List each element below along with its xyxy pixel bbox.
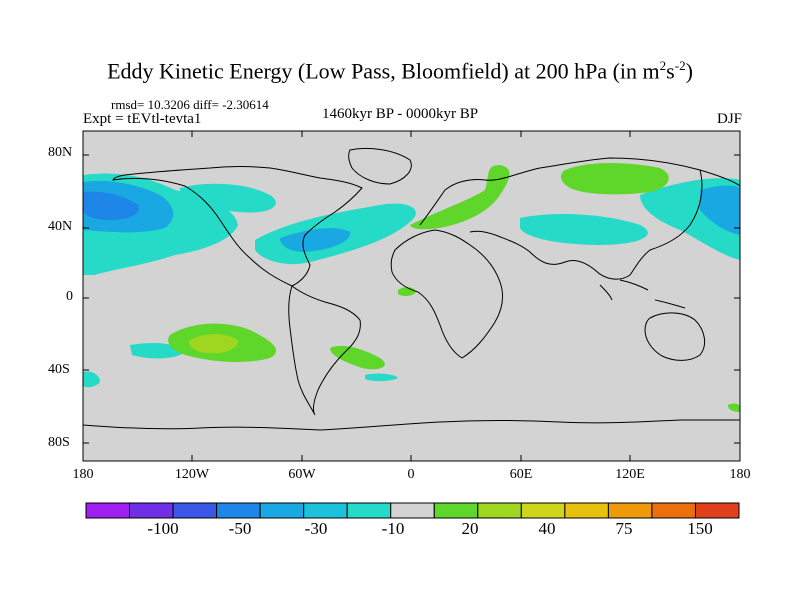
coastline-south-america	[288, 285, 361, 416]
colorbar-swatch	[129, 502, 174, 519]
coastline-north-america	[112, 166, 363, 287]
anomaly-field-north-pacific-east	[180, 183, 276, 213]
plot-title: Eddy Kinetic Energy (Low Pass, Bloomfiel…	[107, 58, 693, 84]
x-tick-label: 180	[72, 467, 94, 482]
x-tick-label: 60E	[509, 467, 533, 482]
x-tick-label: 60W	[288, 467, 316, 482]
colorbar-label: -10	[381, 519, 405, 538]
colorbar-label: 75	[615, 519, 633, 538]
colorbar	[85, 502, 740, 519]
colorbar-label: 40	[538, 519, 556, 538]
colorbar-label: -100	[147, 519, 179, 538]
colorbar-swatch	[651, 502, 696, 519]
anomaly-field-northeast-asia-core	[700, 185, 740, 235]
coastline-africa-europe	[390, 229, 503, 359]
colorbar-label: 150	[687, 519, 713, 538]
coastlines	[83, 147, 740, 431]
anomaly-field-north-atlantic-core	[280, 228, 351, 252]
anomaly-field-north-pacific-west-inner	[83, 191, 139, 220]
colorbar-swatch	[85, 502, 131, 519]
colorbar-swatch	[694, 502, 740, 519]
anomaly-fields	[83, 163, 740, 412]
colorbar-swatch	[607, 502, 653, 519]
coastline-eurasia	[419, 157, 740, 280]
anomaly-field-arabian-sea	[520, 214, 648, 245]
coastline-southeast-asia-islands	[599, 279, 686, 309]
anomaly-field-southern-ocean-center	[365, 373, 398, 382]
colorbar-swatch	[216, 502, 261, 519]
colorbar-swatch	[172, 502, 218, 519]
colorbar-swatch	[346, 502, 392, 519]
colorbar-swatch	[477, 502, 522, 519]
coastline-antarctica	[83, 419, 740, 431]
colorbar-swatch	[303, 502, 348, 519]
anomaly-field-indian-ocean-east	[728, 403, 740, 412]
anomaly-field-south-atlantic	[330, 345, 385, 370]
colorbar-label: -50	[228, 519, 252, 538]
colorbar-swatch	[390, 502, 435, 519]
stats-text: rmsd= 10.3206 diff= -2.30614	[111, 97, 269, 112]
experiment-label: Expt = tEVtl-tevta1	[83, 111, 202, 127]
colorbar-swatch	[564, 502, 609, 519]
anomaly-field-southern-ocean-west	[83, 371, 100, 388]
x-tick-label: 180	[729, 467, 751, 482]
coastline-australia	[644, 312, 706, 361]
y-tick-label: 80N	[48, 145, 73, 160]
axis-ticks	[83, 131, 740, 461]
anomaly-field-south-pacific-core	[189, 334, 239, 354]
colorbar-swatch	[433, 502, 479, 519]
colorbar-label: 20	[461, 519, 479, 538]
anomaly-field-europe	[410, 165, 510, 230]
x-tick-label: 120W	[174, 467, 210, 482]
y-tick-label: 40N	[48, 219, 73, 234]
x-tick-label: 120E	[615, 467, 645, 482]
anomaly-field-siberia	[560, 163, 669, 195]
y-tick-label: 80S	[48, 435, 70, 450]
y-tick-label: 0	[66, 289, 73, 304]
period-label: 1460kyr BP - 0000kyr BP	[322, 106, 479, 122]
colorbar-swatch	[259, 502, 305, 519]
coastline-greenland	[348, 147, 412, 185]
colorbar-swatch	[520, 502, 566, 519]
y-tick-label: 40S	[48, 362, 70, 377]
colorbar-label: -30	[304, 519, 328, 538]
season-label: DJF	[716, 111, 742, 127]
x-tick-label: 0	[407, 467, 415, 482]
